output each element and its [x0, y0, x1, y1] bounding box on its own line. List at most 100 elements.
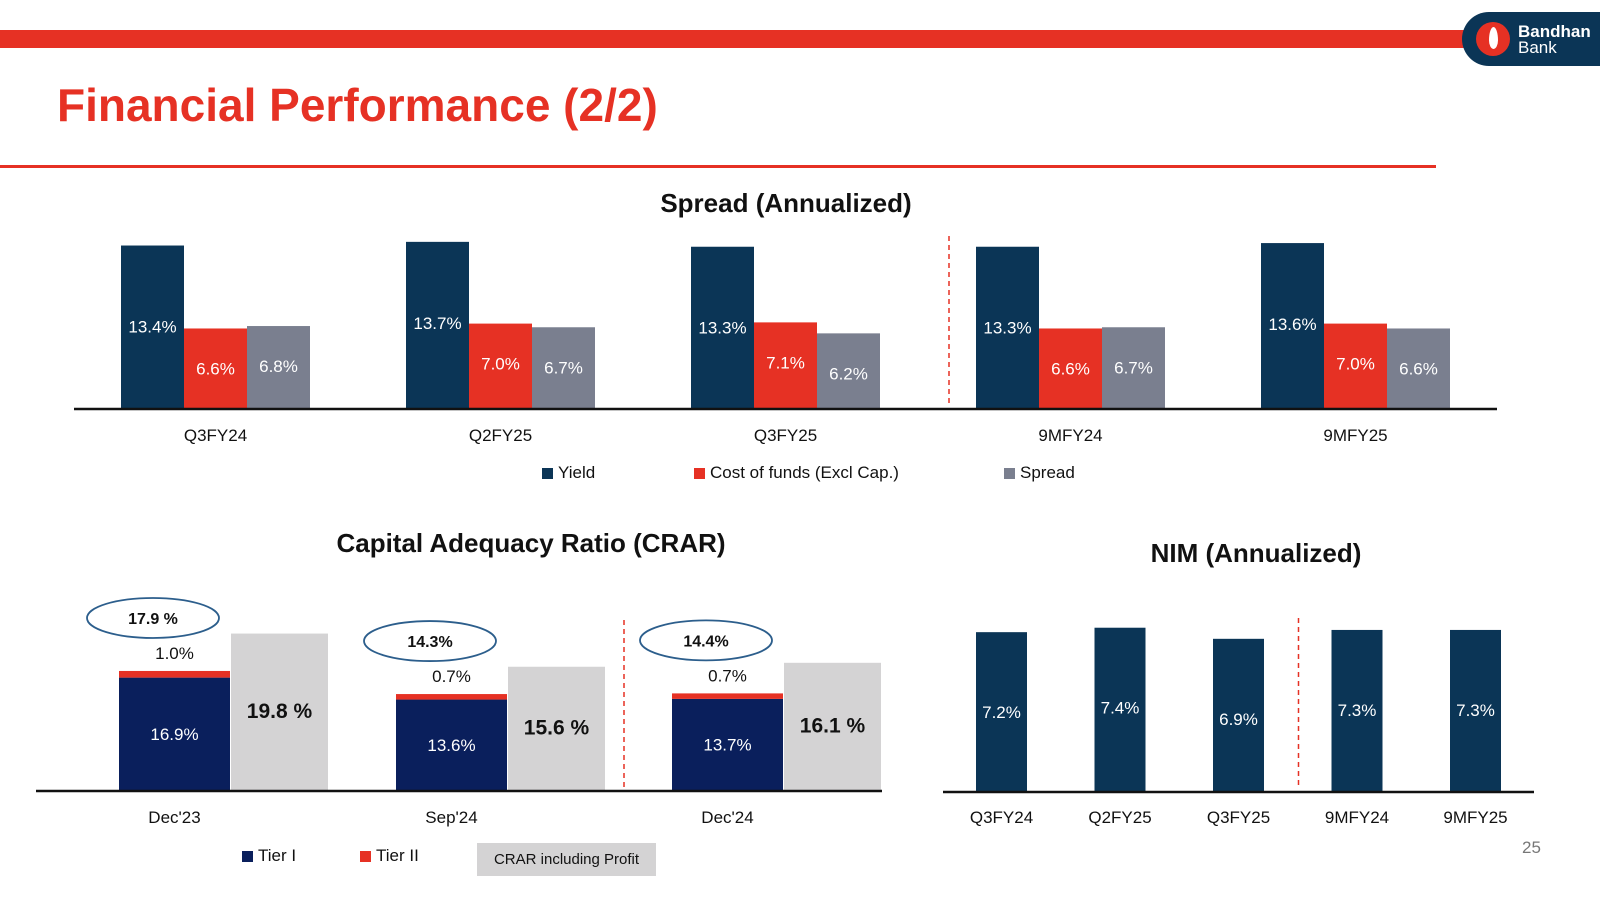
crar-profit-bar-Sep'24: [508, 666, 605, 790]
nim-bar-Q2FY25: [1094, 627, 1146, 792]
crar-profit-label: 16.1 %: [800, 714, 866, 737]
crar-x-tick-label: Sep'24: [425, 808, 477, 827]
spread-bar-Q3FY24-0: [121, 245, 184, 409]
legend-yield: Yield: [542, 463, 595, 483]
nim-x-tick-label: Q3FY25: [1207, 808, 1270, 827]
spread-bar-9MFY25-1: [1324, 323, 1387, 409]
crar-total-label: 14.3%: [407, 634, 452, 651]
crar-tier1-label: 13.7%: [703, 735, 751, 754]
spread-data-label: 6.7%: [544, 358, 583, 377]
spread-x-tick-label: Q3FY25: [754, 426, 817, 445]
logo-text-line1: Bandhan: [1518, 22, 1591, 41]
nim-x-tick-label: 9MFY25: [1443, 808, 1507, 827]
legend-spread-swatch: [1004, 467, 1015, 479]
spread-data-label: 7.0%: [481, 355, 520, 374]
page-number: 25: [1522, 838, 1541, 857]
crar-total-bubble: [639, 619, 773, 662]
spread-bar-Q2FY25-1: [469, 323, 532, 409]
nim-bar-9MFY25: [1450, 629, 1501, 792]
crar-bar-tier1-Dec'24: [672, 698, 783, 790]
crar-tier2-label: 0.7%: [432, 667, 471, 686]
spread-bar-Q3FY25-0: [691, 246, 754, 409]
spread-bar-Q3FY25-1: [754, 322, 817, 409]
legend-spread-label: Spread: [1020, 463, 1075, 482]
crar-total-bubble: [363, 620, 497, 662]
legend-cost-of-funds-label: Cost of funds (Excl Cap.): [710, 463, 899, 482]
legend-tier2-label: Tier II: [376, 846, 419, 865]
nim-x-tick-label: 9MFY24: [1325, 808, 1389, 827]
spread-data-label: 6.2%: [829, 364, 868, 383]
spread-bar-9MFY25-0: [1261, 243, 1324, 409]
spread-data-label: 6.8%: [259, 357, 298, 376]
spread-bar-Q2FY25-0: [406, 241, 469, 409]
spread-data-label: 13.3%: [698, 319, 746, 338]
logo-drop-icon: [1489, 27, 1498, 49]
spread-chart-title: Spread (Annualized): [660, 188, 912, 218]
crar-total-label: 14.4%: [683, 633, 728, 650]
crar-total-label: 17.9 %: [128, 611, 178, 628]
bandhan-logo-icon: [1476, 22, 1510, 56]
spread-data-label: 6.6%: [1399, 359, 1438, 378]
spread-x-tick-label: Q3FY24: [184, 426, 247, 445]
crar-profit-bar-Dec'23: [231, 633, 328, 790]
spread-x-tick-label: Q2FY25: [469, 426, 532, 445]
spread-bar-Q2FY25-2: [532, 327, 595, 409]
legend-tier2: Tier II: [360, 846, 419, 866]
crar-tier2-label: 0.7%: [708, 666, 747, 685]
nim-x-tick-label: Q2FY25: [1088, 808, 1151, 827]
crar-bar-tier2-Dec'23: [119, 670, 230, 678]
crar-profit-bar-Dec'24: [784, 662, 881, 790]
legend-spread: Spread: [1004, 463, 1075, 483]
spread-bar-Q3FY25-2: [817, 333, 880, 409]
legend-yield-swatch: [542, 467, 553, 479]
spread-data-label: 13.3%: [983, 319, 1031, 338]
crar-bar-tier2-Dec'24: [672, 693, 783, 699]
crar-tier2-label: 1.0%: [155, 644, 194, 663]
spread-data-label: 7.1%: [766, 353, 805, 372]
nim-bar-Q3FY24: [976, 632, 1027, 792]
crar-chart-title: Capital Adequacy Ratio (CRAR): [336, 528, 726, 558]
nim-data-label: 7.3%: [1456, 701, 1495, 720]
spread-bar-9MFY24-2: [1102, 327, 1165, 409]
crar-bar-tier1-Dec'23: [119, 677, 230, 790]
spread-bar-9MFY24-1: [1039, 328, 1102, 409]
crar-x-tick-label: Dec'23: [148, 808, 200, 827]
crar-bar-tier2-Sep'24: [396, 694, 507, 700]
nim-chart-title: NIM (Annualized): [1150, 538, 1362, 568]
legend-tier1: Tier I: [242, 846, 296, 866]
legend-crar-including-profit: CRAR including Profit: [477, 843, 656, 876]
nim-data-label: 7.2%: [982, 703, 1021, 722]
spread-x-tick-label: 9MFY25: [1323, 426, 1387, 445]
spread-data-label: 13.7%: [413, 314, 461, 333]
crar-bar-tier1-Sep'24: [396, 699, 507, 790]
spread-bar-9MFY24-0: [976, 246, 1039, 409]
nim-x-tick-label: Q3FY24: [970, 808, 1033, 827]
legend-cost-of-funds: Cost of funds (Excl Cap.): [694, 463, 899, 483]
spread-data-label: 6.7%: [1114, 358, 1153, 377]
spread-bar-Q3FY24-2: [247, 326, 310, 409]
spread-x-tick-label: 9MFY24: [1038, 426, 1102, 445]
crar-profit-label: 15.6 %: [524, 716, 590, 739]
legend-tier1-label: Tier I: [258, 846, 297, 865]
bandhan-bank-logo: Bandhan Bank: [1462, 12, 1600, 66]
spread-data-label: 13.6%: [1268, 315, 1316, 334]
page-title: Financial Performance (2/2): [57, 79, 658, 131]
legend-tier2-swatch: [360, 850, 371, 862]
nim-bar-Q3FY25: [1213, 638, 1264, 792]
legend-yield-label: Yield: [558, 463, 596, 482]
nim-data-label: 6.9%: [1219, 710, 1258, 729]
spread-data-label: 6.6%: [1051, 359, 1090, 378]
spread-data-label: 6.6%: [196, 359, 235, 378]
crar-tier1-label: 13.6%: [427, 736, 475, 755]
nim-data-label: 7.3%: [1338, 701, 1377, 720]
crar-profit-label: 19.8 %: [247, 700, 313, 723]
spread-data-label: 7.0%: [1336, 355, 1375, 374]
spread-bar-Q3FY24-1: [184, 328, 247, 409]
crar-total-bubble: [86, 597, 220, 639]
nim-data-label: 7.4%: [1101, 699, 1140, 718]
crar-tier1-label: 16.9%: [150, 725, 198, 744]
title-divider: [0, 165, 1436, 168]
